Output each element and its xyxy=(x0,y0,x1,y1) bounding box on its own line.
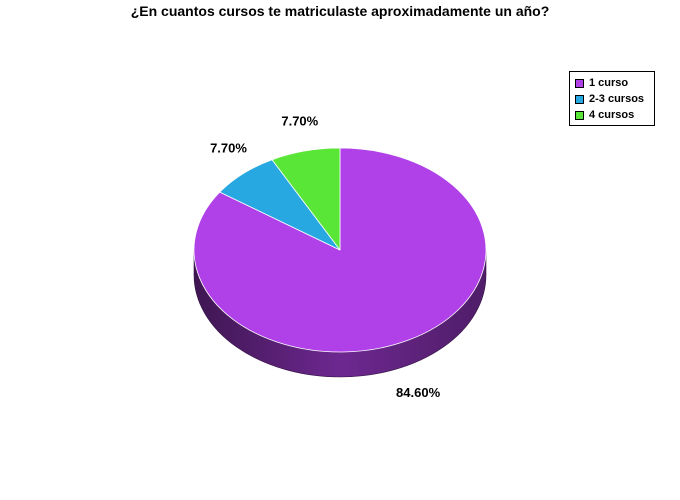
legend-swatch-2 xyxy=(575,110,584,120)
data-label-0: 84.60% xyxy=(396,385,441,400)
legend-label-1: 2-3 cursos xyxy=(589,93,645,105)
legend-swatch-1 xyxy=(575,94,584,104)
pie-slice-2 xyxy=(271,147,341,251)
legend-item-2: 4 cursos xyxy=(575,108,654,122)
legend-item-1: 2-3 cursos xyxy=(575,92,654,106)
data-label-1: 7.70% xyxy=(210,141,247,156)
legend-item-0: 1 curso xyxy=(575,76,654,90)
data-label-2: 7.70% xyxy=(281,114,318,129)
legend-swatch-0 xyxy=(575,78,584,88)
chart-legend: 1 curso 2-3 cursos 4 cursos xyxy=(569,71,655,126)
legend-label-2: 4 cursos xyxy=(589,109,635,121)
legend-label-0: 1 curso xyxy=(589,77,629,89)
chart-title: ¿En cuantos cursos te matriculaste aprox… xyxy=(130,3,550,19)
